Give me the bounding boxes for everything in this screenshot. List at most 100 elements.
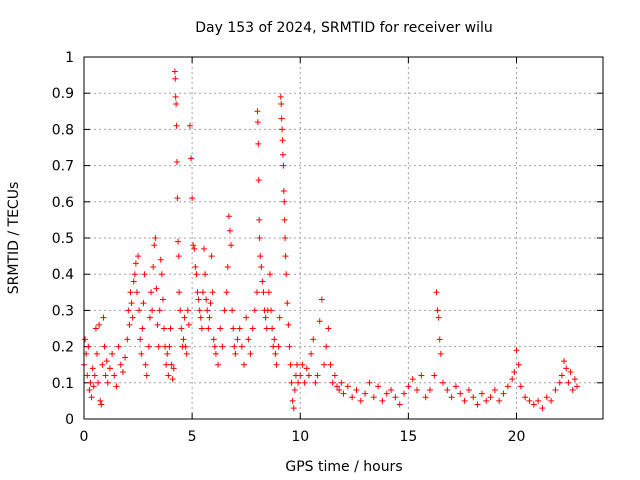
data-point <box>265 289 272 296</box>
data-point <box>353 387 360 394</box>
data-point <box>184 307 191 314</box>
data-point <box>130 278 137 285</box>
data-point <box>254 119 261 126</box>
y-tick-label: 0 <box>65 412 74 428</box>
data-point <box>113 383 120 390</box>
data-point <box>530 401 537 408</box>
data-point <box>303 365 310 372</box>
data-point <box>254 289 260 296</box>
data-point <box>276 314 283 321</box>
data-point <box>260 289 267 296</box>
data-point <box>104 379 111 386</box>
data-point <box>435 314 442 321</box>
data-point <box>457 390 464 397</box>
data-point <box>231 343 238 350</box>
data-point <box>93 350 100 357</box>
data-point <box>202 271 209 278</box>
data-point <box>269 325 276 332</box>
data-point <box>141 271 148 278</box>
data-point <box>470 394 477 401</box>
data-point <box>280 187 287 194</box>
data-point <box>230 325 237 332</box>
data-point <box>185 321 192 328</box>
x-tick-label: 0 <box>80 429 89 445</box>
data-point <box>173 122 180 129</box>
data-point <box>436 336 443 343</box>
data-point <box>133 289 140 296</box>
data-point <box>270 343 277 350</box>
data-point <box>321 361 328 368</box>
data-point <box>226 227 233 234</box>
data-point <box>379 397 386 404</box>
data-point <box>139 325 146 332</box>
data-point <box>84 372 91 379</box>
data-point <box>444 387 451 394</box>
data-point <box>254 108 261 115</box>
data-point <box>119 368 126 375</box>
axis-ticks: 00.10.20.30.40.50.60.70.80.910 5 10 15 20 <box>52 50 603 445</box>
data-point <box>190 242 197 249</box>
data-point <box>189 195 196 202</box>
data-point <box>539 405 546 412</box>
data-point <box>88 394 95 401</box>
data-point <box>396 401 403 408</box>
data-point <box>211 343 218 350</box>
data-point <box>515 361 522 368</box>
data-point <box>247 350 254 357</box>
data-point <box>543 394 550 401</box>
data-point <box>329 379 336 386</box>
data-point <box>236 325 243 332</box>
data-point <box>100 314 107 321</box>
data-point <box>282 235 289 241</box>
data-point <box>223 289 230 296</box>
data-point <box>504 383 511 390</box>
data-point <box>180 336 187 343</box>
data-point <box>215 361 222 368</box>
data-point <box>283 271 290 278</box>
data-point <box>90 383 97 390</box>
data-point <box>109 350 116 357</box>
data-point <box>85 343 92 350</box>
data-point <box>357 397 364 404</box>
data-point <box>188 155 195 162</box>
y-axis-label: SRMTID / TECUs <box>6 182 22 295</box>
data-point <box>159 296 166 303</box>
y-tick-label: 0.8 <box>52 122 74 138</box>
data-point <box>294 361 301 368</box>
data-point <box>461 397 468 404</box>
data-point <box>278 101 285 108</box>
data-point <box>251 307 258 314</box>
data-point <box>491 387 498 394</box>
data-point <box>266 271 273 278</box>
data-point <box>175 238 182 245</box>
data-point <box>439 379 446 386</box>
grid-lines <box>84 57 603 419</box>
data-point <box>167 325 174 332</box>
data-point <box>452 383 459 390</box>
data-point <box>287 361 294 368</box>
data-point <box>191 245 198 252</box>
data-point <box>99 361 106 368</box>
data-point <box>262 314 269 321</box>
data-point <box>207 300 214 307</box>
x-axis-label: GPS time / hours <box>285 459 402 475</box>
data-point <box>257 253 264 260</box>
data-point <box>170 365 177 372</box>
data-point <box>331 372 338 379</box>
y-tick-label: 0.4 <box>52 267 74 283</box>
data-point <box>219 343 226 350</box>
data-point <box>169 376 176 383</box>
data-point <box>140 300 147 307</box>
data-point <box>245 336 252 343</box>
data-point <box>181 314 188 321</box>
data-points <box>81 68 581 412</box>
data-point <box>111 372 118 379</box>
data-point <box>259 278 266 285</box>
data-point <box>344 383 351 390</box>
data-point <box>483 397 490 404</box>
data-point <box>263 325 270 332</box>
data-point <box>405 383 412 390</box>
data-point <box>334 383 341 390</box>
data-point <box>383 390 390 397</box>
data-point <box>95 379 102 386</box>
